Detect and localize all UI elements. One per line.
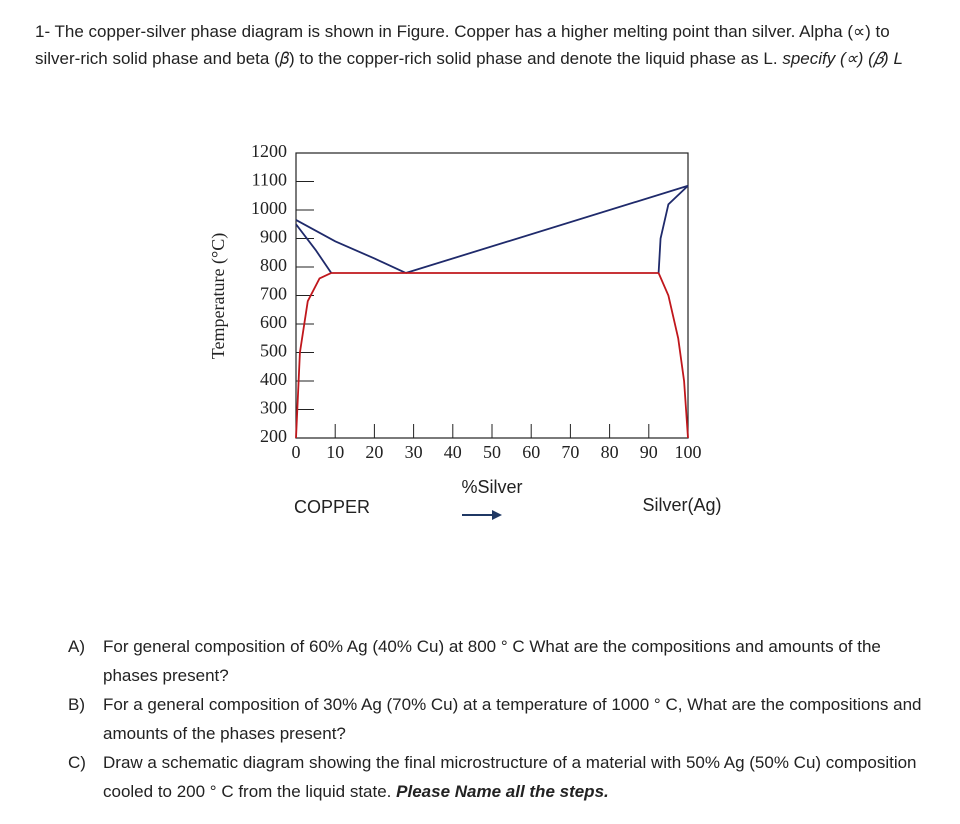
y-tick-label: 600 (260, 312, 287, 332)
y-tick-label: 200 (260, 426, 287, 446)
left-label: COPPER (294, 497, 370, 517)
phase-boundary (657, 272, 689, 439)
question-text: Draw a schematic diagram showing the fin… (103, 753, 917, 801)
y-tick-label: 1000 (251, 198, 287, 218)
y-tick-label: 1100 (252, 170, 287, 190)
y-tick-label: 700 (260, 284, 287, 304)
intro-paragraph: 1- The copper-silver phase diagram is sh… (35, 18, 915, 72)
y-tick-label: 500 (260, 341, 287, 361)
question-text: For a general composition of 30% Ag (70%… (103, 695, 922, 743)
questions: A) For general composition of 60% Ag (40%… (68, 632, 928, 806)
phase-boundary (657, 185, 689, 274)
y-tick-label: 900 (260, 227, 287, 247)
x-tick-label: 50 (483, 442, 501, 462)
x-tick-label: 40 (444, 442, 462, 462)
right-label: Silver(Ag) (642, 495, 721, 515)
question-label: C) (68, 753, 86, 772)
x-tick-label: 60 (522, 442, 540, 462)
x-tick-label: 0 (292, 442, 301, 462)
x-tick-label: 100 (675, 442, 702, 462)
question-emphasis: Please Name all the steps. (396, 782, 609, 801)
phase-boundary (405, 184, 689, 274)
arrow-head (492, 510, 502, 520)
y-tick-label: 400 (260, 369, 287, 389)
x-tick-label: 10 (326, 442, 344, 462)
y-axis-label: Temperature (°C) (208, 233, 229, 359)
phase-diagram: Temperature (°C) %Silver COPPER Silver(A… (208, 141, 722, 520)
y-tick-label: 1200 (251, 141, 287, 161)
question: B) For a general composition of 30% Ag (7… (68, 690, 928, 748)
y-tick-label: 300 (260, 398, 287, 418)
x-tick-label: 90 (640, 442, 658, 462)
question-body: For general composition of 60% Ag (40% C… (103, 632, 928, 690)
question-body: Draw a schematic diagram showing the fin… (103, 748, 928, 806)
question: A) For general composition of 60% Ag (40%… (68, 632, 928, 690)
y-tick-label: 800 (260, 255, 287, 275)
question-body: For a general composition of 30% Ag (70%… (103, 690, 928, 748)
x-tick-label: 30 (405, 442, 423, 462)
intro-text: 1- The copper-silver phase diagram is sh… (35, 22, 890, 68)
x-tick-label: 20 (365, 442, 383, 462)
x-tick-label: 70 (561, 442, 579, 462)
question-text: For general composition of 60% Ag (40% C… (103, 637, 881, 685)
phase-boundary (295, 223, 333, 274)
question: C) Draw a schematic diagram showing the f… (68, 748, 928, 806)
x-tick-label: 80 (601, 442, 619, 462)
phase-boundary (295, 219, 407, 274)
question-label: B) (68, 695, 85, 714)
phase-boundary (295, 272, 332, 439)
intro-emphasis: specify (∝) (𝛽) L (782, 49, 903, 68)
plot-frame (295, 152, 689, 439)
x-axis-label: %Silver (461, 477, 522, 497)
question-label: A) (68, 637, 85, 656)
